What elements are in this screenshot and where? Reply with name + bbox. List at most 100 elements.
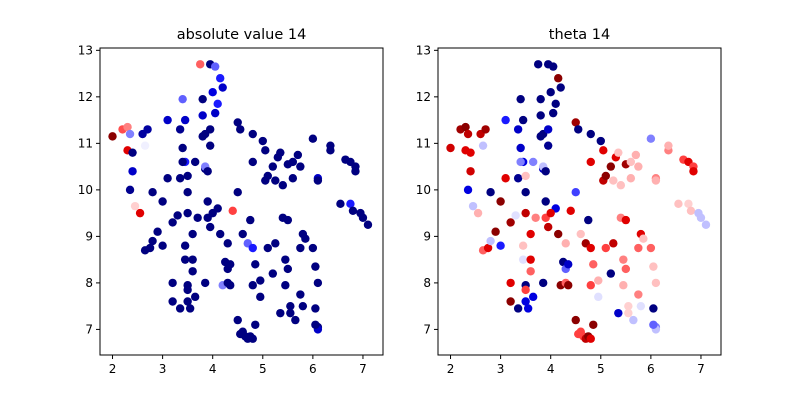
x-tick-label: 3 bbox=[159, 362, 167, 376]
data-point bbox=[188, 255, 197, 264]
data-point bbox=[486, 236, 495, 246]
data-point bbox=[135, 208, 145, 218]
data-point bbox=[526, 229, 535, 239]
data-point bbox=[251, 320, 260, 329]
data-point bbox=[168, 278, 177, 288]
data-point bbox=[188, 229, 197, 239]
data-point bbox=[483, 243, 493, 253]
data-point bbox=[531, 213, 540, 222]
data-point bbox=[463, 185, 473, 195]
data-point bbox=[203, 197, 212, 206]
data-point bbox=[466, 148, 475, 157]
data-point bbox=[528, 157, 538, 167]
data-point bbox=[589, 320, 598, 329]
data-point bbox=[564, 281, 573, 290]
data-point bbox=[696, 213, 706, 222]
data-point bbox=[686, 206, 696, 215]
data-point bbox=[205, 125, 215, 134]
data-point bbox=[281, 281, 290, 290]
data-point bbox=[175, 125, 185, 134]
x-tick-label: 7 bbox=[697, 362, 705, 376]
data-point bbox=[481, 125, 490, 134]
data-point bbox=[311, 304, 320, 313]
x-tick-label: 6 bbox=[647, 362, 655, 376]
data-point bbox=[561, 239, 570, 248]
data-point bbox=[599, 146, 608, 155]
y-tick-label: 13 bbox=[416, 43, 431, 57]
data-point bbox=[518, 115, 528, 125]
data-point bbox=[351, 167, 360, 176]
data-point bbox=[178, 143, 187, 153]
data-point bbox=[649, 320, 658, 329]
data-point bbox=[639, 234, 648, 243]
data-point bbox=[589, 260, 598, 269]
data-point bbox=[646, 243, 656, 253]
y-tick-label: 8 bbox=[85, 276, 93, 290]
data-point bbox=[296, 162, 305, 171]
data-point bbox=[158, 197, 167, 206]
data-point bbox=[516, 94, 525, 104]
data-point bbox=[594, 292, 603, 302]
data-point bbox=[468, 201, 478, 211]
data-point bbox=[526, 267, 535, 276]
data-point bbox=[616, 181, 626, 190]
data-point bbox=[664, 141, 673, 150]
data-point bbox=[651, 176, 661, 185]
data-point bbox=[566, 206, 575, 215]
scatter-panel-2: 2 3 4 5 6 7 7 8 9 10 11 12 13 theta 14 bbox=[416, 27, 722, 376]
axes-frame bbox=[437, 47, 722, 356]
data-point bbox=[143, 125, 152, 134]
data-point bbox=[606, 162, 616, 171]
data-point bbox=[521, 188, 530, 197]
x-tick-label: 4 bbox=[209, 362, 217, 376]
x-tick-label: 5 bbox=[259, 362, 267, 376]
data-point bbox=[348, 206, 358, 215]
data-point bbox=[506, 278, 515, 288]
data-point bbox=[511, 211, 520, 220]
data-point bbox=[634, 162, 643, 171]
data-point bbox=[513, 304, 523, 313]
data-point bbox=[523, 304, 533, 313]
data-point bbox=[684, 199, 693, 209]
data-point bbox=[636, 301, 646, 311]
data-point bbox=[108, 132, 117, 141]
data-point bbox=[571, 118, 580, 127]
data-point bbox=[190, 292, 200, 302]
data-point bbox=[298, 301, 308, 311]
data-point bbox=[541, 197, 550, 206]
y-tick-label: 10 bbox=[416, 183, 431, 197]
data-point bbox=[125, 129, 135, 139]
x-tick-label: 4 bbox=[547, 362, 555, 376]
data-point bbox=[614, 308, 623, 318]
data-point bbox=[233, 188, 242, 197]
data-point bbox=[180, 115, 190, 125]
data-point bbox=[188, 267, 197, 276]
data-point bbox=[689, 167, 698, 176]
data-point bbox=[606, 269, 616, 278]
data-point bbox=[293, 150, 303, 160]
data-point bbox=[496, 241, 505, 250]
data-point bbox=[248, 243, 257, 253]
y-tick-label: 9 bbox=[85, 229, 93, 243]
data-point bbox=[601, 243, 610, 253]
data-point bbox=[313, 278, 323, 288]
data-point bbox=[518, 241, 528, 250]
data-point bbox=[556, 83, 565, 92]
data-point bbox=[554, 74, 563, 83]
data-point bbox=[491, 227, 500, 236]
data-point bbox=[190, 157, 200, 167]
data-point bbox=[526, 255, 535, 264]
data-point bbox=[128, 167, 137, 176]
data-point bbox=[308, 134, 318, 143]
data-point bbox=[233, 118, 242, 127]
data-point bbox=[631, 150, 641, 160]
y-tick-label: 12 bbox=[416, 90, 431, 104]
data-point bbox=[521, 285, 530, 295]
data-point bbox=[516, 157, 525, 167]
data-point bbox=[211, 108, 220, 118]
points-group bbox=[446, 60, 711, 343]
data-point bbox=[268, 162, 278, 171]
data-point bbox=[291, 315, 300, 325]
data-point bbox=[486, 188, 495, 197]
data-point bbox=[674, 199, 683, 209]
